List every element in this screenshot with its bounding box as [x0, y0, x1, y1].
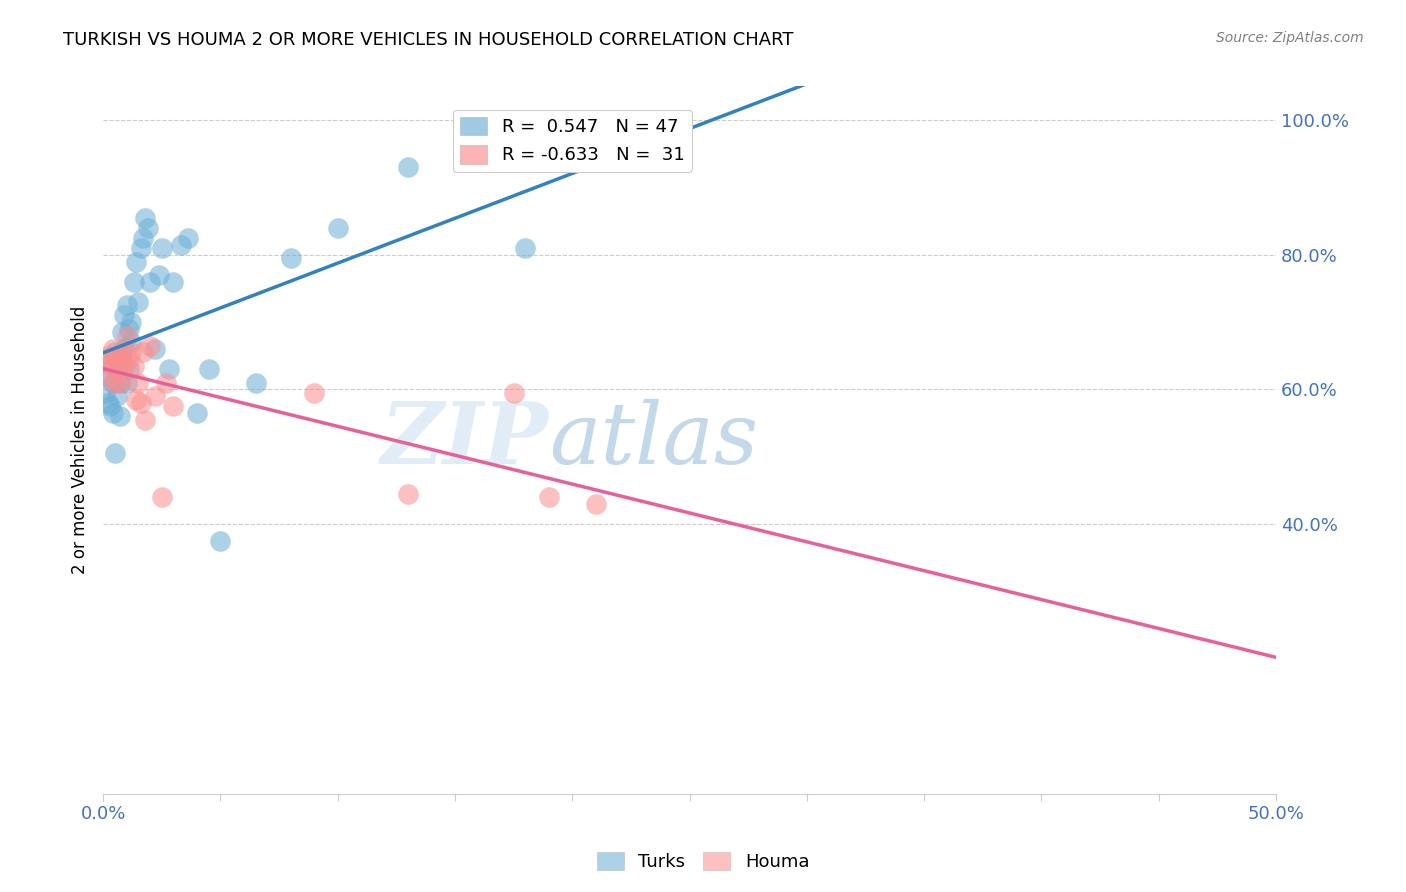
Point	[396, 160, 419, 174]
Point	[112, 359, 135, 373]
Point	[197, 362, 219, 376]
Point	[101, 406, 124, 420]
Y-axis label: 2 or more Vehicles in Household: 2 or more Vehicles in Household	[72, 306, 89, 574]
Point	[122, 359, 145, 373]
Point	[105, 349, 128, 363]
Point	[209, 534, 232, 549]
Point	[97, 369, 120, 384]
Point	[396, 487, 419, 501]
Point	[157, 362, 180, 376]
Point	[150, 241, 173, 255]
Point	[111, 366, 134, 380]
Legend: Turks, Houma: Turks, Houma	[589, 845, 817, 879]
Point	[111, 325, 134, 339]
Point	[94, 355, 117, 369]
Point	[97, 349, 120, 363]
Point	[101, 376, 124, 390]
Point	[98, 355, 121, 369]
Text: ZIP: ZIP	[381, 398, 548, 482]
Point	[136, 220, 159, 235]
Point	[132, 345, 155, 359]
Point	[134, 413, 156, 427]
Point	[118, 322, 141, 336]
Text: atlas: atlas	[548, 399, 758, 482]
Point	[186, 406, 208, 420]
Point	[120, 335, 142, 350]
Point	[104, 376, 127, 390]
Point	[515, 241, 537, 255]
Point	[101, 342, 124, 356]
Point	[111, 352, 134, 367]
Point	[97, 369, 120, 384]
Text: TURKISH VS HOUMA 2 OR MORE VEHICLES IN HOUSEHOLD CORRELATION CHART: TURKISH VS HOUMA 2 OR MORE VEHICLES IN H…	[63, 31, 794, 49]
Point	[176, 231, 198, 245]
Point	[143, 342, 166, 356]
Text: Source: ZipAtlas.com: Source: ZipAtlas.com	[1216, 31, 1364, 45]
Point	[98, 355, 121, 369]
Point	[127, 294, 149, 309]
Point	[129, 241, 152, 255]
Point	[139, 275, 162, 289]
Point	[245, 376, 267, 390]
Point	[98, 400, 121, 414]
Point	[280, 251, 302, 265]
Point	[155, 376, 177, 390]
Point	[105, 389, 128, 403]
Point	[101, 359, 124, 373]
Point	[97, 396, 120, 410]
Point	[118, 362, 141, 376]
Point	[115, 376, 138, 390]
Point	[122, 275, 145, 289]
Point	[105, 362, 128, 376]
Point	[115, 298, 138, 312]
Point	[585, 497, 607, 511]
Point	[537, 490, 560, 504]
Point	[111, 345, 134, 359]
Point	[150, 490, 173, 504]
Point	[120, 345, 142, 359]
Point	[148, 268, 170, 282]
Point	[125, 254, 148, 268]
Point	[125, 392, 148, 407]
Point	[112, 309, 135, 323]
Point	[118, 352, 141, 367]
Point	[169, 237, 191, 252]
Point	[129, 396, 152, 410]
Point	[104, 345, 127, 359]
Point	[132, 231, 155, 245]
Point	[112, 342, 135, 356]
Point	[108, 409, 131, 424]
Point	[94, 385, 117, 400]
Point	[162, 275, 184, 289]
Point	[134, 211, 156, 225]
Point	[502, 385, 524, 400]
Point	[108, 376, 131, 390]
Point	[631, 129, 654, 144]
Point	[104, 446, 127, 460]
Point	[127, 376, 149, 390]
Point	[143, 389, 166, 403]
Point	[120, 315, 142, 329]
Point	[108, 376, 131, 390]
Point	[162, 400, 184, 414]
Point	[115, 328, 138, 343]
Legend: R =  0.547   N = 47, R = -0.633   N =  31: R = 0.547 N = 47, R = -0.633 N = 31	[453, 110, 692, 171]
Point	[302, 385, 325, 400]
Point	[326, 220, 349, 235]
Point	[139, 339, 162, 353]
